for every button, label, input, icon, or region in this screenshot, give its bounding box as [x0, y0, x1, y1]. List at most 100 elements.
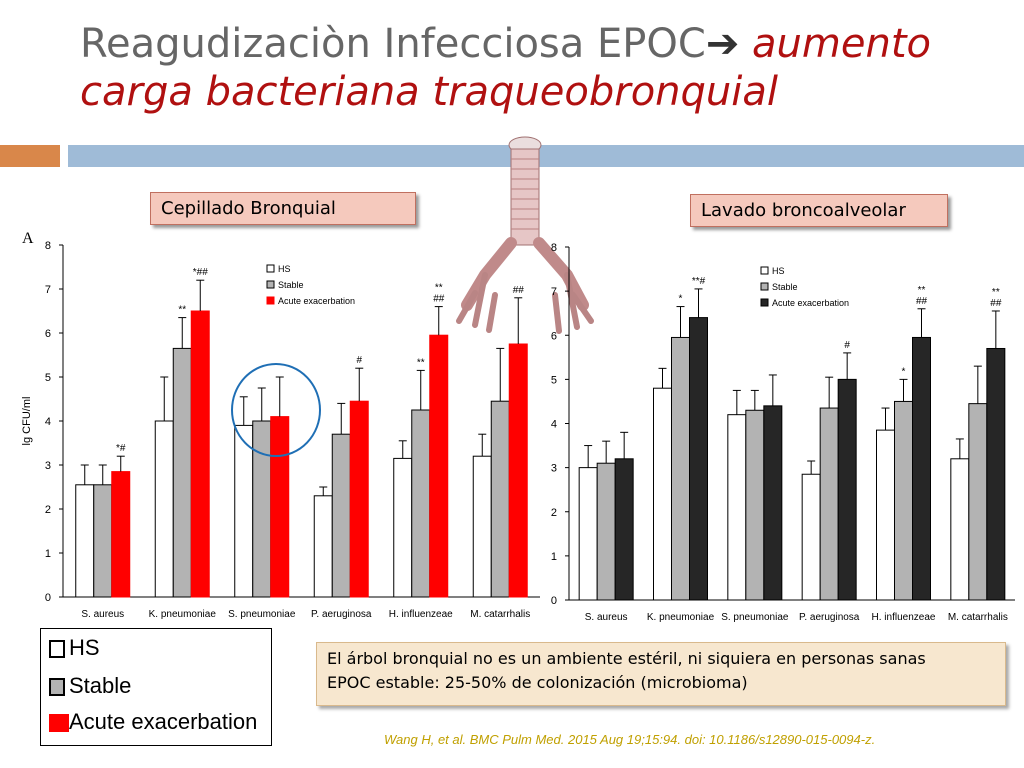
bar: [172, 347, 192, 598]
trachea-illustration: [456, 136, 594, 334]
category-label: K. pneumoniae: [149, 609, 217, 620]
significance-label: ##: [916, 296, 928, 307]
bar: [614, 458, 634, 601]
category-label: H. influenzeae: [389, 609, 453, 620]
y-tick-label: 8: [45, 240, 51, 252]
bar: [411, 409, 431, 598]
category-label: M. catarrhalis: [470, 609, 530, 620]
bar: [968, 403, 988, 601]
bar: [876, 429, 895, 601]
category-label: P. aeruginosa: [311, 609, 372, 620]
y-tick-label: 0: [45, 592, 51, 604]
legend-swatch: [266, 264, 275, 273]
legend-label: Acute exacerbation: [278, 296, 355, 306]
y-axis-title: lg CFU/ml: [21, 397, 33, 446]
bar: [472, 455, 492, 598]
arrow-icon: ➔: [705, 21, 740, 67]
bar: [986, 347, 1006, 601]
significance-label: #: [844, 340, 850, 351]
bar: [727, 414, 747, 601]
bar: [313, 495, 333, 598]
y-tick-label: 6: [45, 328, 51, 340]
citation: Wang H, et al. BMC Pulm Med. 2015 Aug 19…: [384, 732, 876, 747]
legend-swatch-acute: [49, 714, 69, 732]
legend-label-acute: Acute exacerbation: [69, 709, 258, 734]
significance-label: ##: [513, 285, 525, 296]
category-label: K. pneumoniae: [647, 612, 715, 623]
label-cepillado: Cepillado Bronquial: [150, 192, 416, 225]
significance-label: *#: [116, 443, 126, 454]
note-box: El árbol bronquial no es un ambiente est…: [316, 642, 1006, 706]
y-tick-label: 0: [551, 595, 557, 607]
legend-label-stable: Stable: [69, 673, 132, 698]
y-tick-label: 7: [551, 286, 557, 298]
y-tick-label: 3: [45, 460, 51, 472]
significance-label: **#: [692, 276, 706, 287]
bar: [912, 336, 931, 601]
bar: [429, 334, 449, 598]
note-line-1: El árbol bronquial no es un ambiente est…: [327, 649, 926, 668]
y-tick-label: 2: [45, 504, 51, 516]
accent-bar-blue: [68, 145, 1024, 167]
title-accent: aumento carga bacteriana traqueobronquia…: [80, 21, 931, 115]
bar: [837, 378, 857, 601]
panel-letter: A: [22, 230, 34, 247]
y-tick-label: 8: [551, 242, 557, 254]
significance-label: **: [918, 285, 926, 296]
legend-swatch: [266, 296, 275, 305]
category-label: S. aureus: [585, 612, 628, 623]
chart-left: 0 1 2 3 4 5 6 7 8 lg CFU/ml *# S. aureus ** *## K. pne…: [21, 230, 540, 620]
note-line-2: EPOC estable: 25-50% de colonización (mi…: [327, 673, 748, 692]
significance-label: ##: [433, 294, 445, 305]
y-tick-label: 5: [45, 372, 51, 384]
bar: [950, 458, 970, 601]
title-main: Reagudizaciòn Infecciosa EPOC: [80, 21, 706, 67]
legend-label: Stable: [772, 282, 798, 292]
bar: [508, 343, 528, 598]
y-tick-label: 1: [45, 548, 51, 560]
bar: [111, 471, 131, 598]
bar: [894, 400, 913, 601]
bar: [349, 400, 369, 598]
accent-bar-orange: [0, 145, 60, 167]
legend-swatch: [760, 282, 769, 291]
legend-label: HS: [772, 266, 785, 276]
category-label: S. pneumoniae: [228, 609, 296, 620]
bar: [331, 433, 351, 598]
significance-label: **: [992, 287, 1000, 298]
y-tick-label: 4: [551, 419, 557, 431]
category-label: P. aeruginosa: [799, 612, 860, 623]
bar: [393, 457, 413, 598]
bar: [578, 467, 598, 601]
category-label: H. influenzeae: [872, 612, 936, 623]
bar: [689, 317, 708, 601]
significance-label: *: [679, 294, 683, 305]
legend-swatch: [266, 280, 275, 289]
bar: [745, 409, 765, 601]
slide-title: Reagudizaciòn Infecciosa EPOC➔ aumento c…: [80, 20, 1010, 116]
y-tick-label: 7: [45, 284, 51, 296]
bar: [801, 473, 821, 601]
legend-swatch: [760, 266, 769, 275]
legend-large: HS Stable Acute exacerbation: [40, 628, 272, 746]
y-tick-label: 1: [551, 551, 557, 563]
legend-label: Stable: [278, 280, 304, 290]
significance-label: **: [178, 305, 186, 316]
legend-swatch-hs: [49, 640, 65, 658]
legend-label: Acute exacerbation: [772, 298, 849, 308]
legend-label-hs: HS: [69, 635, 100, 660]
significance-label: *: [902, 366, 906, 377]
bar: [154, 420, 174, 598]
bar: [75, 484, 95, 598]
significance-label: #: [356, 355, 362, 366]
bar: [653, 387, 672, 601]
category-label: S. aureus: [81, 609, 124, 620]
significance-label: ##: [990, 298, 1002, 309]
y-tick-label: 3: [551, 463, 557, 475]
significance-label: *##: [193, 267, 208, 278]
bar: [763, 405, 783, 601]
highlight-circle: [231, 363, 321, 457]
significance-label: **: [417, 357, 425, 368]
bar: [596, 462, 616, 601]
